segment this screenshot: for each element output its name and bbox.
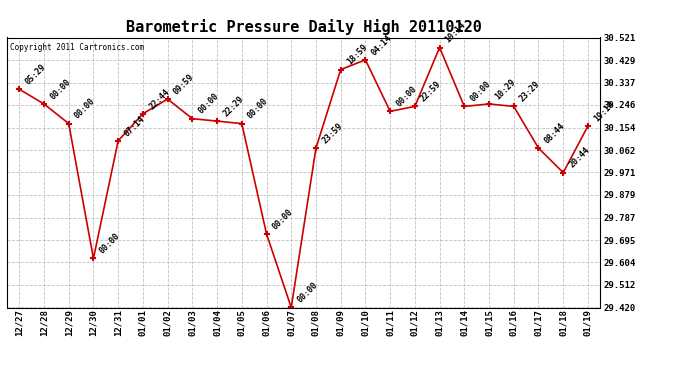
Text: 19:14: 19:14 (592, 99, 616, 123)
Text: 07:14: 07:14 (122, 114, 146, 138)
Text: Copyright 2011 Cartronics.com: Copyright 2011 Cartronics.com (10, 43, 144, 52)
Text: 05:29: 05:29 (23, 62, 48, 87)
Text: 22:59: 22:59 (419, 80, 443, 104)
Text: 23:29: 23:29 (518, 80, 542, 104)
Text: 00:00: 00:00 (197, 92, 221, 116)
Text: 20:44: 20:44 (567, 146, 591, 170)
Text: 00:00: 00:00 (246, 97, 270, 121)
Text: 00:00: 00:00 (394, 84, 418, 108)
Text: 00:00: 00:00 (48, 77, 72, 101)
Text: 10:14: 10:14 (444, 21, 468, 45)
Text: 22:44: 22:44 (147, 87, 171, 111)
Text: 00:00: 00:00 (73, 97, 97, 121)
Text: 00:00: 00:00 (295, 280, 319, 305)
Text: 22:29: 22:29 (221, 94, 245, 118)
Text: 00:00: 00:00 (270, 207, 295, 231)
Title: Barometric Pressure Daily High 20110120: Barometric Pressure Daily High 20110120 (126, 19, 482, 35)
Text: 00:00: 00:00 (469, 80, 493, 104)
Text: 09:59: 09:59 (172, 72, 196, 96)
Text: 10:29: 10:29 (493, 77, 518, 101)
Text: 04:14: 04:14 (370, 33, 393, 57)
Text: 08:44: 08:44 (542, 121, 566, 146)
Text: 23:59: 23:59 (320, 121, 344, 146)
Text: 18:59: 18:59 (345, 43, 369, 67)
Text: 00:00: 00:00 (97, 232, 121, 256)
